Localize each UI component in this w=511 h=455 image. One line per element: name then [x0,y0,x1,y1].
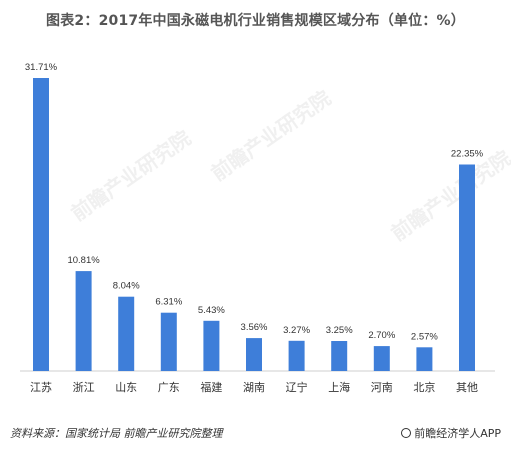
category-label-1: 浙江 [73,381,95,394]
bar-9 [416,347,433,371]
bar-1 [75,271,92,371]
source-note: 资料来源：国家统计局 前瞻产业研究院整理 [10,427,223,440]
category-labels-group: 江苏 浙江 山东 广东 福建 湖南 辽宁 上海 河南 北京 其他 [30,380,478,394]
bar-6 [288,340,305,371]
value-labels-group: 31.71% 10.81% 8.04% 6.31% 5.43% 3.56% 3.27% 3.2… [25,62,484,342]
category-label-0: 江苏 [30,381,52,394]
category-label-10: 其他 [456,381,478,394]
category-label-7: 上海 [328,380,350,394]
value-label-4: 5.43% [198,305,225,316]
bars-group [33,78,475,371]
brand-mark: 前瞻经济学人APP [401,425,501,441]
brand-logo-icon [401,428,412,438]
category-label-5: 湖南 [243,381,265,394]
value-label-6: 3.27% [283,325,310,336]
bar-2 [118,296,135,371]
bar-4 [203,320,220,371]
category-label-8: 河南 [371,381,393,394]
category-label-2: 山东 [115,381,137,394]
brand-text: 前瞻经济学人APP [414,427,501,440]
bar-3 [160,312,177,371]
category-label-4: 福建 [200,380,222,394]
bar-8 [373,346,390,371]
chart-title: 图表2：2017年中国永磁电机行业销售规模区域分布（单位：%） [46,13,465,29]
value-label-7: 3.25% [326,325,353,336]
category-label-3: 广东 [158,381,180,394]
value-label-3: 6.31% [155,297,182,308]
value-label-2: 8.04% [113,281,140,292]
category-label-9: 北京 [413,380,435,394]
value-label-10: 22.35% [451,149,484,160]
bar-0 [33,78,49,371]
bar-10 [459,164,475,371]
category-label-6: 辽宁 [286,380,308,394]
bar-7 [331,341,348,371]
bar-5 [246,338,262,371]
value-label-0: 31.71% [25,62,58,73]
value-label-9: 2.57% [411,331,438,342]
value-label-8: 2.70% [368,330,395,341]
value-label-1: 10.81% [67,255,100,266]
value-label-5: 3.56% [241,322,268,333]
